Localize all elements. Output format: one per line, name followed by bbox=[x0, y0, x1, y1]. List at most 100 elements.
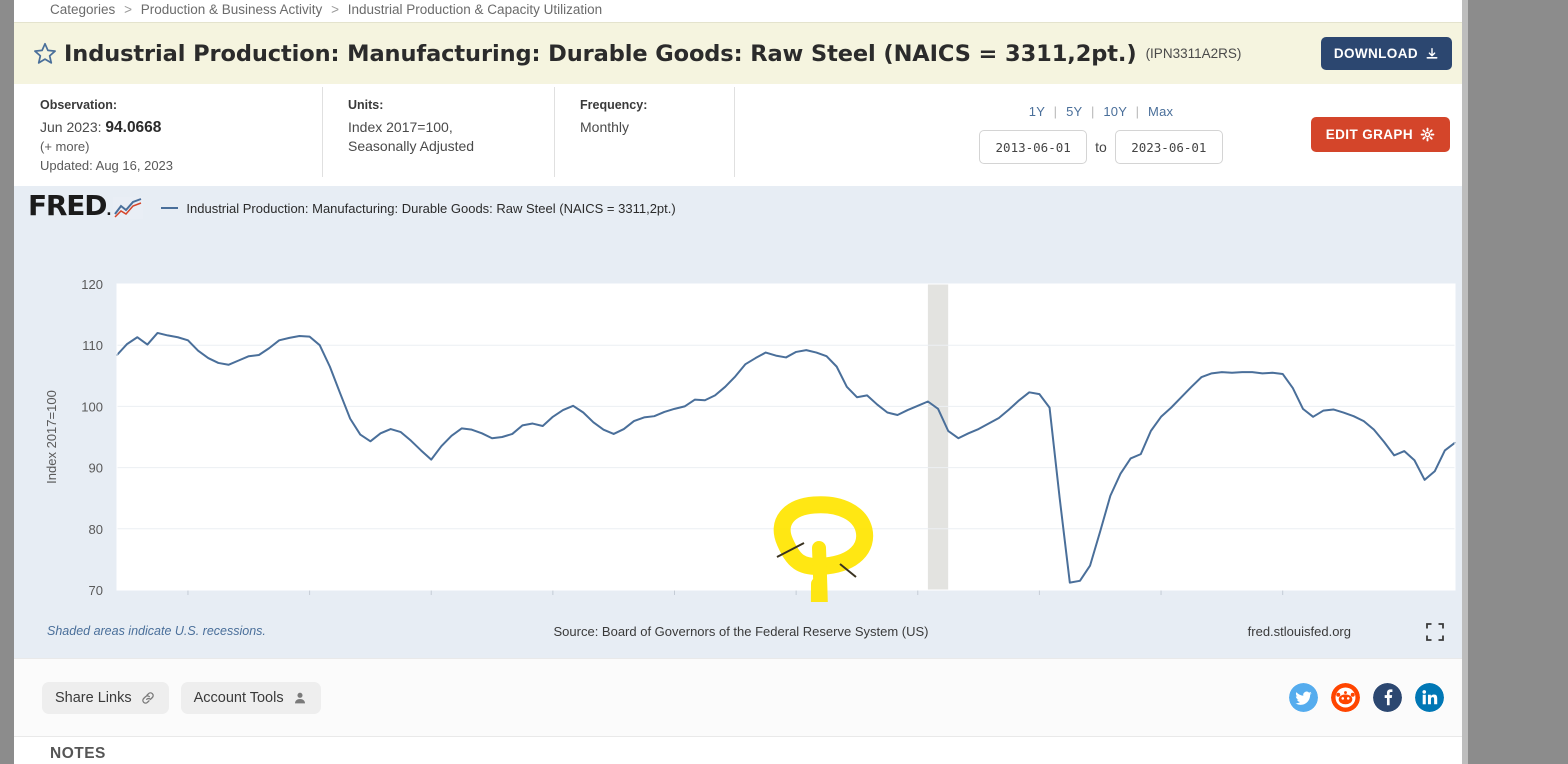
y-tick-label: 110 bbox=[82, 338, 103, 353]
breadcrumb-item-industrial-production[interactable]: Industrial Production & Capacity Utiliza… bbox=[347, 2, 603, 17]
edit-graph-label: EDIT GRAPH bbox=[1325, 127, 1413, 142]
x-tick-label: 2014 bbox=[173, 600, 202, 602]
fullscreen-icon[interactable] bbox=[1426, 623, 1444, 641]
range-presets: 1Y | 5Y | 10Y | Max bbox=[1029, 104, 1173, 119]
linkedin-icon[interactable] bbox=[1415, 683, 1444, 712]
twitter-icon[interactable] bbox=[1289, 683, 1318, 712]
date-range-inputs: to bbox=[979, 130, 1223, 164]
account-tools-button[interactable]: Account Tools bbox=[180, 681, 321, 714]
link-icon bbox=[141, 691, 154, 704]
x-tick-label: 2023 bbox=[1268, 600, 1297, 602]
gear-icon bbox=[1420, 127, 1435, 142]
observation-updated: Updated: Aug 16, 2023 bbox=[40, 158, 174, 173]
units-label: Units: bbox=[348, 98, 384, 112]
y-axis-title: Index 2017=100 bbox=[44, 390, 59, 484]
bottom-toolbar: Share Links Account Tools bbox=[14, 658, 1468, 736]
breadcrumb: Categories > Production & Business Activ… bbox=[14, 0, 1468, 22]
scroll-shadow bbox=[1462, 0, 1468, 764]
series-line-chart[interactable]: 70 80 90 100 110 120 2014 2015 2016 2017 2018 2019 2… bbox=[14, 230, 1468, 602]
source-note: Source: Board of Governors of the Federa… bbox=[553, 624, 929, 639]
annotation-pointer-line bbox=[810, 541, 828, 602]
y-tick-label: 100 bbox=[81, 399, 103, 414]
range-preset-10y[interactable]: 10Y bbox=[1103, 104, 1127, 119]
chart-footer: Shaded areas indicate U.S. recessions. S… bbox=[14, 620, 1468, 648]
share-links-label: Share Links bbox=[55, 689, 132, 706]
range-separator: | bbox=[1053, 104, 1058, 119]
series-title-bar: Industrial Production: Manufacturing: Du… bbox=[14, 22, 1468, 84]
range-to-label: to bbox=[1095, 139, 1107, 155]
recession-band bbox=[927, 284, 949, 590]
fred-series-page: Categories > Production & Business Activ… bbox=[14, 0, 1468, 764]
download-button-label: DOWNLOAD bbox=[1333, 46, 1418, 61]
observation-more-link[interactable]: (+ more) bbox=[40, 139, 90, 154]
page-left-gutter bbox=[0, 0, 14, 764]
share-links-button[interactable]: Share Links bbox=[42, 681, 169, 714]
spark-chart-icon bbox=[113, 197, 144, 219]
social-share-row bbox=[1289, 683, 1444, 712]
download-button[interactable]: DOWNLOAD bbox=[1320, 37, 1452, 70]
chart-topbar: FRED. Industrial Production: Manufacturi… bbox=[14, 186, 1468, 230]
observation-label: Observation: bbox=[40, 98, 118, 112]
notes-section: NOTES bbox=[14, 736, 1468, 764]
notes-heading: NOTES bbox=[50, 745, 106, 762]
facebook-icon[interactable] bbox=[1373, 683, 1402, 712]
x-tick-label: 2022 bbox=[1147, 600, 1176, 602]
legend-color-swatch bbox=[161, 206, 179, 210]
highlight-annotation bbox=[773, 496, 874, 602]
end-date-input[interactable] bbox=[1114, 130, 1223, 164]
x-tick-label: 2015 bbox=[295, 600, 324, 602]
range-separator: | bbox=[1135, 104, 1140, 119]
observation-value-line: Jun 2023: 94.0668 bbox=[40, 118, 322, 137]
y-tick-label: 70 bbox=[89, 583, 103, 598]
date-range-cell: 1Y | 5Y | 10Y | Max to bbox=[734, 84, 1468, 186]
x-tick-label: 2020 bbox=[903, 600, 932, 602]
range-preset-1y[interactable]: 1Y bbox=[1028, 104, 1045, 119]
range-preset-5y[interactable]: 5Y bbox=[1066, 104, 1083, 119]
annotation-ink-marks bbox=[776, 542, 857, 578]
range-preset-max[interactable]: Max bbox=[1148, 104, 1174, 119]
fred-logo-text: FRED bbox=[28, 188, 107, 222]
start-date-input[interactable] bbox=[979, 130, 1088, 164]
series-line bbox=[116, 331, 1456, 584]
download-icon bbox=[1426, 47, 1438, 59]
observation-cell: Observation: Jun 2023: 94.0668 (+ more) … bbox=[14, 84, 322, 186]
annotation-circle bbox=[773, 496, 874, 576]
y-tick-label: 90 bbox=[89, 461, 103, 476]
plot-area[interactable]: 70 80 90 100 110 120 2014 2015 2016 2017 2018 2019 2… bbox=[14, 230, 1468, 602]
account-tools-label: Account Tools bbox=[193, 689, 284, 706]
frequency-cell: Frequency: Monthly bbox=[554, 84, 734, 186]
reddit-icon[interactable] bbox=[1331, 683, 1360, 712]
frequency-label: Frequency: bbox=[580, 98, 648, 112]
observation-date: Jun 2023: bbox=[40, 119, 102, 135]
page-right-gutter bbox=[1468, 0, 1568, 764]
range-separator: | bbox=[1090, 104, 1095, 119]
x-tick-label: 2021 bbox=[1025, 600, 1054, 602]
breadcrumb-separator: > bbox=[331, 2, 339, 17]
star-outline-icon[interactable] bbox=[32, 41, 58, 67]
breadcrumb-separator: > bbox=[124, 2, 132, 17]
units-cell: Units: Index 2017=100, Seasonally Adjust… bbox=[322, 84, 554, 186]
observation-value: 94.0668 bbox=[105, 119, 162, 136]
x-tick-label: 2018 bbox=[660, 600, 689, 602]
series-id: (IPN3311A2RS) bbox=[1145, 46, 1242, 61]
x-tick-label: 2017 bbox=[538, 600, 567, 602]
chart-legend: Industrial Production: Manufacturing: Du… bbox=[161, 200, 676, 216]
units-value-line1: Index 2017=100, bbox=[348, 119, 453, 135]
page-title: Industrial Production: Manufacturing: Du… bbox=[64, 40, 1137, 67]
x-tick-label: 2016 bbox=[417, 600, 446, 602]
edit-graph-button[interactable]: EDIT GRAPH bbox=[1310, 117, 1450, 152]
user-icon bbox=[294, 692, 305, 703]
recession-note: Shaded areas indicate U.S. recessions. bbox=[47, 624, 266, 638]
plot-frame bbox=[116, 283, 1456, 591]
fred-logo: FRED. bbox=[28, 188, 112, 222]
breadcrumb-item-production[interactable]: Production & Business Activity bbox=[140, 2, 323, 17]
fred-url: fred.stlouisfed.org bbox=[1247, 624, 1351, 639]
units-value-line2: Seasonally Adjusted bbox=[348, 138, 475, 154]
x-tick-label: 2019 bbox=[782, 600, 811, 602]
chart-panel: FRED. Industrial Production: Manufacturi… bbox=[14, 186, 1468, 658]
y-tick-label: 120 bbox=[81, 277, 103, 292]
series-meta-strip: Observation: Jun 2023: 94.0668 (+ more) … bbox=[14, 84, 1468, 186]
legend-label: Industrial Production: Manufacturing: Du… bbox=[186, 200, 676, 216]
frequency-value: Monthly bbox=[580, 119, 630, 135]
breadcrumb-item-categories[interactable]: Categories bbox=[50, 2, 116, 17]
